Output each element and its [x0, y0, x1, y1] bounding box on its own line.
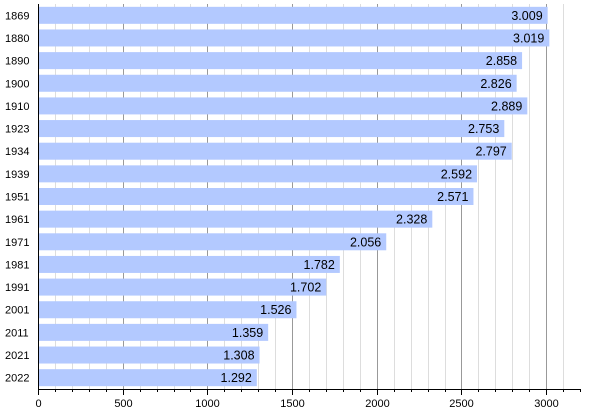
value-label: 3.019 — [513, 31, 544, 45]
x-tick-label: 2000 — [365, 398, 389, 409]
category-label: 1961 — [5, 214, 29, 226]
value-label: 2.826 — [480, 77, 511, 91]
value-label: 2.592 — [441, 167, 472, 181]
value-label: 2.328 — [396, 213, 427, 227]
category-label: 2001 — [5, 305, 29, 317]
bar — [38, 278, 327, 296]
bar — [38, 52, 523, 70]
x-axis: 0 500 1000 1500 2000 2500 3000 — [35, 4, 581, 409]
value-label: 1.292 — [221, 371, 252, 385]
category-label: 1890 — [5, 56, 29, 68]
value-label: 2.858 — [486, 54, 517, 68]
x-tick-label: 0 — [35, 398, 41, 409]
category-label: 1951 — [5, 192, 29, 204]
bar — [38, 188, 474, 205]
bar — [38, 29, 550, 47]
value-label: 2.889 — [491, 99, 522, 113]
x-tick-label: 3000 — [534, 398, 558, 409]
x-tick-label: 1000 — [195, 398, 219, 409]
value-label: 1.782 — [304, 258, 335, 272]
bar — [38, 74, 517, 92]
bar — [38, 346, 260, 364]
category-label: 1900 — [5, 78, 29, 90]
bar — [38, 301, 297, 319]
category-label: 1910 — [5, 101, 29, 113]
value-label: 1.359 — [232, 326, 263, 340]
category-label: 1880 — [5, 33, 29, 45]
category-label: 1923 — [5, 124, 29, 136]
value-label: 3.009 — [511, 9, 542, 23]
category-label: 1991 — [5, 282, 29, 294]
value-label: 2.056 — [350, 235, 381, 249]
bar — [38, 120, 505, 138]
category-label: 1934 — [5, 146, 29, 158]
bar — [38, 97, 528, 115]
category-label: 1981 — [5, 259, 29, 271]
x-tick-label: 1500 — [280, 398, 304, 409]
bar — [38, 255, 340, 273]
value-label: 2.797 — [475, 145, 506, 159]
bar — [38, 6, 548, 24]
category-label: 2011 — [5, 327, 29, 339]
x-tick-label: 500 — [114, 398, 132, 409]
category-label: 1939 — [5, 169, 29, 181]
bar — [38, 233, 387, 251]
value-label: 1.702 — [290, 281, 321, 295]
bar — [38, 210, 433, 228]
category-label: 1869 — [5, 10, 29, 22]
bar — [38, 369, 257, 387]
category-label: 2021 — [5, 350, 29, 362]
bar — [38, 142, 512, 160]
category-labels: 1869 1880 1890 1900 1910 1923 1934 1939 1951 1961… — [5, 10, 29, 384]
category-label: 2022 — [5, 373, 29, 385]
category-label: 1971 — [5, 237, 29, 249]
bars — [38, 6, 550, 387]
value-labels: 3.009 3.019 2.858 2.826 2.889 2.753 2.7972.592… — [221, 9, 545, 385]
bar — [38, 323, 269, 341]
value-label: 1.308 — [223, 349, 254, 363]
value-label: 2.753 — [468, 122, 499, 136]
x-tick-label: 2500 — [449, 398, 473, 409]
value-label: 2.571 — [437, 190, 468, 204]
bar — [38, 165, 478, 183]
value-label: 1.526 — [260, 303, 291, 317]
